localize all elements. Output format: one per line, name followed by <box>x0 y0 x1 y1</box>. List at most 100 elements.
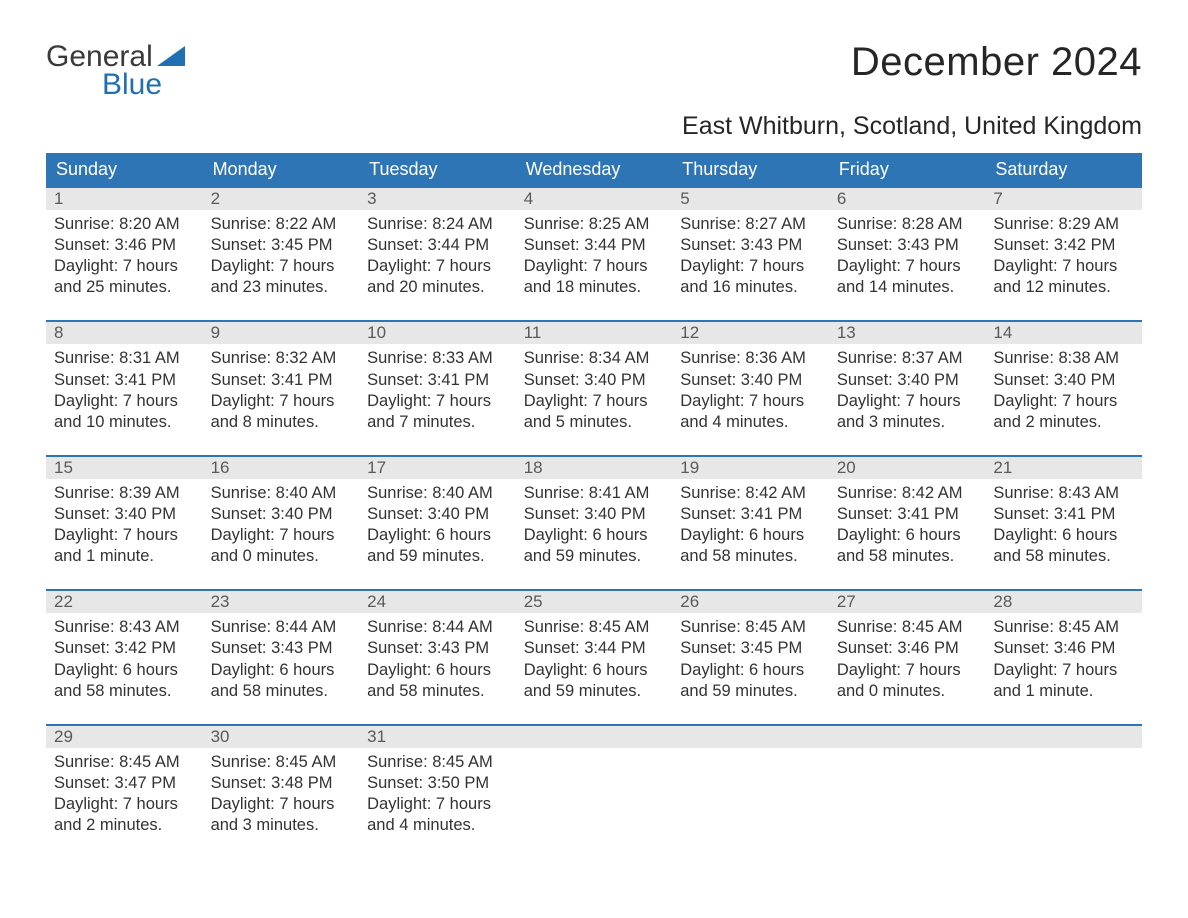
day-number: 9 <box>203 322 360 344</box>
sunrise-line: Sunrise: 8:40 AM <box>367 483 508 504</box>
logo-sail-icon <box>157 46 185 66</box>
calendar-cell: 4Sunrise: 8:25 AMSunset: 3:44 PMDaylight… <box>516 187 673 321</box>
sunset-line: Sunset: 3:40 PM <box>54 504 195 525</box>
header: General Blue December 2024 <box>46 40 1142 102</box>
sunrise-line: Sunrise: 8:43 AM <box>993 483 1134 504</box>
daylight-line-1: Daylight: 7 hours <box>680 256 821 277</box>
day-number: 7 <box>985 188 1142 210</box>
daylight-line-2: and 2 minutes. <box>54 815 195 836</box>
sunrise-line: Sunrise: 8:42 AM <box>680 483 821 504</box>
daylight-line-2: and 0 minutes. <box>211 546 352 567</box>
daylight-line-2: and 4 minutes. <box>680 412 821 433</box>
sunset-line: Sunset: 3:44 PM <box>367 235 508 256</box>
sunrise-line: Sunrise: 8:27 AM <box>680 214 821 235</box>
daylight-line-1: Daylight: 6 hours <box>837 525 978 546</box>
daylight-line-2: and 58 minutes. <box>993 546 1134 567</box>
sunrise-line: Sunrise: 8:31 AM <box>54 348 195 369</box>
calendar-cell: 23Sunrise: 8:44 AMSunset: 3:43 PMDayligh… <box>203 590 360 724</box>
daylight-line-2: and 16 minutes. <box>680 277 821 298</box>
day-number: 19 <box>672 457 829 479</box>
day-number: 11 <box>516 322 673 344</box>
calendar-cell: 16Sunrise: 8:40 AMSunset: 3:40 PMDayligh… <box>203 456 360 590</box>
day-number <box>672 726 829 748</box>
sunrise-line: Sunrise: 8:24 AM <box>367 214 508 235</box>
day-body: Sunrise: 8:45 AMSunset: 3:46 PMDaylight:… <box>985 613 1142 723</box>
day-body: Sunrise: 8:45 AMSunset: 3:47 PMDaylight:… <box>46 748 203 858</box>
calendar-cell: 11Sunrise: 8:34 AMSunset: 3:40 PMDayligh… <box>516 321 673 455</box>
calendar-cell: 13Sunrise: 8:37 AMSunset: 3:40 PMDayligh… <box>829 321 986 455</box>
calendar-header-row: Sunday Monday Tuesday Wednesday Thursday… <box>46 153 1142 187</box>
calendar-cell: 12Sunrise: 8:36 AMSunset: 3:40 PMDayligh… <box>672 321 829 455</box>
calendar-cell: 9Sunrise: 8:32 AMSunset: 3:41 PMDaylight… <box>203 321 360 455</box>
day-number: 24 <box>359 591 516 613</box>
daylight-line-2: and 1 minute. <box>993 681 1134 702</box>
sunrise-line: Sunrise: 8:41 AM <box>524 483 665 504</box>
daylight-line-2: and 3 minutes. <box>211 815 352 836</box>
calendar-cell: 27Sunrise: 8:45 AMSunset: 3:46 PMDayligh… <box>829 590 986 724</box>
sunrise-line: Sunrise: 8:28 AM <box>837 214 978 235</box>
sunrise-line: Sunrise: 8:44 AM <box>367 617 508 638</box>
daylight-line-2: and 2 minutes. <box>993 412 1134 433</box>
day-number: 8 <box>46 322 203 344</box>
day-body: Sunrise: 8:45 AMSunset: 3:45 PMDaylight:… <box>672 613 829 723</box>
sunset-line: Sunset: 3:41 PM <box>993 504 1134 525</box>
day-body <box>516 748 673 828</box>
day-number: 22 <box>46 591 203 613</box>
daylight-line-2: and 4 minutes. <box>367 815 508 836</box>
sunset-line: Sunset: 3:40 PM <box>524 504 665 525</box>
dow-sunday: Sunday <box>46 153 203 187</box>
sunset-line: Sunset: 3:41 PM <box>837 504 978 525</box>
day-number: 17 <box>359 457 516 479</box>
sunset-line: Sunset: 3:43 PM <box>211 638 352 659</box>
daylight-line-1: Daylight: 7 hours <box>993 660 1134 681</box>
day-number <box>516 726 673 748</box>
calendar-cell: 24 Sunrise: 8:44 AMSunset: 3:43 PMDayligh… <box>359 590 516 724</box>
sunset-line: Sunset: 3:46 PM <box>837 638 978 659</box>
daylight-line-2: and 5 minutes. <box>524 412 665 433</box>
day-body: Sunrise: 8:40 AMSunset: 3:40 PMDaylight:… <box>359 479 516 589</box>
daylight-line-1: Daylight: 7 hours <box>54 391 195 412</box>
calendar-cell: 26Sunrise: 8:45 AMSunset: 3:45 PMDayligh… <box>672 590 829 724</box>
sunset-line: Sunset: 3:45 PM <box>211 235 352 256</box>
page-title: December 2024 <box>851 40 1142 85</box>
sunset-line: Sunset: 3:40 PM <box>837 370 978 391</box>
daylight-line-1: Daylight: 7 hours <box>524 256 665 277</box>
daylight-line-1: Daylight: 7 hours <box>993 391 1134 412</box>
day-body: Sunrise: 8:45 AMSunset: 3:50 PMDaylight:… <box>359 748 516 858</box>
calendar-week-row: 1Sunrise: 8:20 AMSunset: 3:46 PMDaylight… <box>46 187 1142 321</box>
daylight-line-1: Daylight: 6 hours <box>367 660 508 681</box>
day-body: Sunrise: 8:27 AMSunset: 3:43 PMDaylight:… <box>672 210 829 320</box>
day-number: 13 <box>829 322 986 344</box>
sunrise-line: Sunrise: 8:37 AM <box>837 348 978 369</box>
daylight-line-2: and 59 minutes. <box>524 681 665 702</box>
calendar-cell: 22Sunrise: 8:43 AMSunset: 3:42 PMDayligh… <box>46 590 203 724</box>
dow-wednesday: Wednesday <box>516 153 673 187</box>
calendar-cell <box>516 725 673 858</box>
daylight-line-2: and 25 minutes. <box>54 277 195 298</box>
calendar-cell: 17Sunrise: 8:40 AMSunset: 3:40 PMDayligh… <box>359 456 516 590</box>
daylight-line-1: Daylight: 7 hours <box>211 391 352 412</box>
day-body: Sunrise: 8:45 AMSunset: 3:44 PMDaylight:… <box>516 613 673 723</box>
logo-text-blue: Blue <box>102 68 185 102</box>
day-number: 4 <box>516 188 673 210</box>
calendar-table: Sunday Monday Tuesday Wednesday Thursday… <box>46 153 1142 858</box>
calendar-cell: 5Sunrise: 8:27 AMSunset: 3:43 PMDaylight… <box>672 187 829 321</box>
day-number <box>829 726 986 748</box>
dow-tuesday: Tuesday <box>359 153 516 187</box>
calendar-week-row: 8 Sunrise: 8:31 AM Sunset: 3:41 PM Daylight… <box>46 321 1142 455</box>
daylight-line-2: and 12 minutes. <box>993 277 1134 298</box>
sunrise-line: Sunrise: 8:40 AM <box>211 483 352 504</box>
dow-monday: Monday <box>203 153 360 187</box>
calendar-cell: 29Sunrise: 8:45 AMSunset: 3:47 PMDayligh… <box>46 725 203 858</box>
daylight-line-1: Daylight: 7 hours <box>54 525 195 546</box>
daylight-line-2: and 0 minutes. <box>837 681 978 702</box>
day-body: Sunrise: 8:28 AMSunset: 3:43 PMDaylight:… <box>829 210 986 320</box>
sunset-line: Sunset: 3:41 PM <box>367 370 508 391</box>
day-body: Sunrise: 8:34 AMSunset: 3:40 PMDaylight:… <box>516 344 673 454</box>
day-body: Sunrise: 8:38 AMSunset: 3:40 PMDaylight:… <box>985 344 1142 454</box>
daylight-line-1: Daylight: 6 hours <box>524 660 665 681</box>
sunrise-line: Sunrise: 8:44 AM <box>211 617 352 638</box>
daylight-line-1: Daylight: 7 hours <box>211 525 352 546</box>
sunset-line: Sunset: 3:43 PM <box>367 638 508 659</box>
calendar-week-row: 29Sunrise: 8:45 AMSunset: 3:47 PMDayligh… <box>46 725 1142 858</box>
